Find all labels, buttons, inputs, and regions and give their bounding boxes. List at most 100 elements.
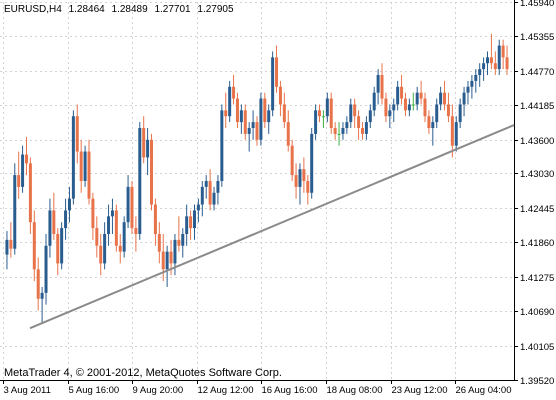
candle-body <box>103 233 107 264</box>
candle-body <box>107 216 111 234</box>
price-tick-label: 1.45940 <box>520 0 554 9</box>
candle-body <box>134 228 138 234</box>
candle-body <box>185 216 189 234</box>
candle-body <box>403 98 407 111</box>
price-open: 1.28464 <box>68 4 105 15</box>
candle-body <box>196 204 200 211</box>
candle-body <box>239 110 243 123</box>
candle-body <box>67 198 71 211</box>
candle-body <box>431 122 435 128</box>
candle-body <box>306 180 310 193</box>
trend-line <box>29 124 515 330</box>
candle-body <box>13 175 17 249</box>
candle-body <box>142 128 146 158</box>
candle-body <box>157 233 161 252</box>
candle-body <box>482 63 486 70</box>
time-tick-label: 9 Aug 20:00 <box>133 385 184 396</box>
candle-body <box>411 104 415 106</box>
candle-body <box>153 204 157 234</box>
candle-body <box>161 251 165 270</box>
candle-body <box>443 92 447 105</box>
candle-body <box>392 104 396 111</box>
price-close: 1.27905 <box>197 4 234 15</box>
candle-body <box>415 92 419 105</box>
candle-body <box>325 98 329 117</box>
candle-body <box>247 128 251 134</box>
candle-body <box>114 210 118 246</box>
candle-body <box>17 175 21 187</box>
candle-body <box>360 128 364 134</box>
price-tick-label: 1.43600 <box>520 136 554 147</box>
price-tick-label: 1.40690 <box>520 307 554 318</box>
time-tick-label: 23 Aug 12:00 <box>392 385 448 396</box>
price-tick-label: 1.41860 <box>520 238 554 249</box>
candle-body <box>220 110 224 181</box>
symbol-timeframe: EURUSD,H4 <box>4 4 62 15</box>
candle-body <box>263 98 267 123</box>
candle-body <box>87 151 91 199</box>
candle-body <box>368 110 372 123</box>
candle-body <box>224 110 228 117</box>
candle-body <box>71 116 75 199</box>
candle-body <box>286 122 290 146</box>
price-tick-label: 1.43030 <box>520 169 554 180</box>
price-tick-label: 1.42445 <box>520 204 554 215</box>
candle-body <box>271 57 275 111</box>
candle-body <box>474 75 478 81</box>
candle-body <box>290 145 294 176</box>
candle-body <box>470 80 474 87</box>
time-tick-label: 5 Aug 16:00 <box>69 385 120 396</box>
price-tick-label: 1.44185 <box>520 101 554 112</box>
candle-body <box>146 139 150 158</box>
candle-body <box>466 86 470 93</box>
candle-body <box>28 163 32 223</box>
candle-body <box>497 45 501 70</box>
candle-body <box>259 98 263 140</box>
time-tick-label: 12 Aug 12:00 <box>198 385 254 396</box>
price-high: 1.28489 <box>111 4 148 15</box>
price-low: 1.27701 <box>154 4 191 15</box>
price-tick-label: 1.41275 <box>520 273 554 284</box>
candle-body <box>243 110 247 134</box>
candle-body <box>95 228 99 246</box>
candle-body <box>189 216 193 229</box>
price-tick-label: 1.40105 <box>520 342 554 353</box>
candle-body <box>83 151 87 181</box>
candle-body <box>192 210 196 229</box>
candle-body <box>321 116 325 118</box>
time-tick-label: 16 Aug 16:00 <box>262 385 318 396</box>
candle-body <box>310 133 314 193</box>
candles-group <box>5 33 509 323</box>
symbol-header: EURUSD,H4 1.28464 1.28489 1.27701 1.2790… <box>4 4 238 15</box>
candle-body <box>294 175 298 187</box>
candle-body <box>478 69 482 76</box>
candle-body <box>435 104 439 123</box>
candle-body <box>419 92 423 99</box>
candle-body <box>314 110 318 134</box>
time-tick-label: 26 Aug 04:00 <box>456 385 512 396</box>
candle-body <box>462 92 466 105</box>
candle-body <box>200 186 204 205</box>
candle-body <box>341 128 345 134</box>
candle-body <box>318 110 322 117</box>
candle-body <box>454 122 458 146</box>
candle-body <box>278 86 282 105</box>
candle-body <box>372 92 376 111</box>
candle-body <box>110 210 114 217</box>
candle-body <box>91 198 95 229</box>
candle-body <box>177 239 181 246</box>
candle-body <box>501 45 505 58</box>
candle-body <box>56 233 60 264</box>
candle-body <box>364 122 368 134</box>
candle-body <box>9 239 13 249</box>
candle-body <box>333 128 337 134</box>
candle-body <box>251 122 255 128</box>
candle-body <box>423 98 427 117</box>
candle-body <box>275 57 279 87</box>
candle-body <box>40 292 44 299</box>
candle-body <box>376 75 380 93</box>
candle-body <box>505 57 509 70</box>
candle-body <box>181 233 185 246</box>
